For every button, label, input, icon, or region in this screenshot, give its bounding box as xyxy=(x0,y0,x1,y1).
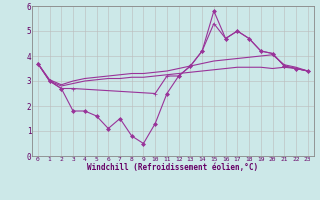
X-axis label: Windchill (Refroidissement éolien,°C): Windchill (Refroidissement éolien,°C) xyxy=(87,163,258,172)
